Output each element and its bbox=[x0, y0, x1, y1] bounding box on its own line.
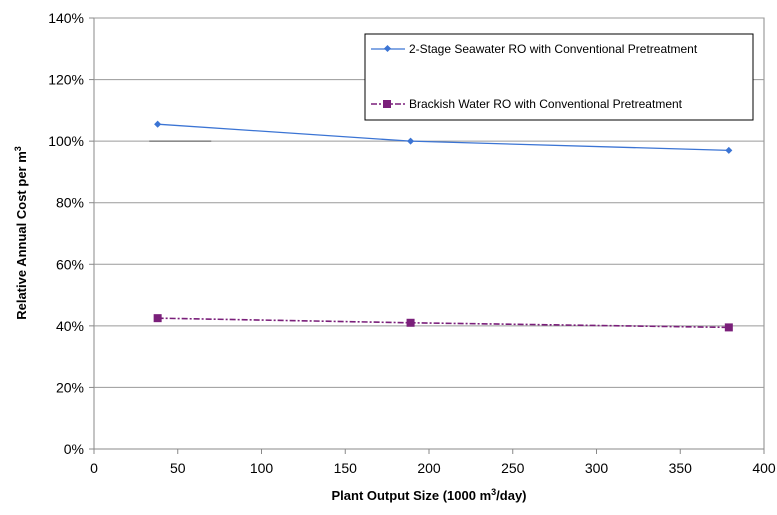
y-tick-label: 140% bbox=[48, 10, 84, 26]
x-tick-label: 250 bbox=[501, 460, 525, 476]
data-point-seawater bbox=[407, 137, 415, 145]
x-axis-title-rest: /day) bbox=[496, 488, 526, 503]
y-axis-title-sup: 3 bbox=[13, 146, 23, 151]
data-point-brackish bbox=[406, 318, 415, 327]
y-tick-label: 0% bbox=[64, 441, 84, 457]
x-axis-title: Plant Output Size (1000 m3/day) bbox=[331, 487, 526, 503]
x-axis-title-sup: 3 bbox=[491, 487, 496, 497]
x-tick-label: 350 bbox=[669, 460, 693, 476]
y-tick-label: 100% bbox=[48, 133, 84, 149]
y-axis-title-main: Relative Annual Cost per m bbox=[14, 151, 29, 320]
x-tick-label: 300 bbox=[585, 460, 609, 476]
x-tick-label: 100 bbox=[250, 460, 274, 476]
x-tick-label: 0 bbox=[90, 460, 98, 476]
y-tick-label: 80% bbox=[56, 195, 84, 211]
y-tick-label: 20% bbox=[56, 379, 84, 395]
y-tick-label: 60% bbox=[56, 256, 84, 272]
x-tick-label: 50 bbox=[170, 460, 186, 476]
legend-label-seawater: 2-Stage Seawater RO with Conventional Pr… bbox=[409, 42, 698, 56]
y-tick-label: 120% bbox=[48, 72, 84, 88]
legend-marker-brackish bbox=[383, 100, 391, 108]
y-tick-label: 40% bbox=[56, 318, 84, 334]
legend-box bbox=[364, 33, 754, 121]
series-layer bbox=[149, 120, 733, 332]
legend-label-brackish: Brackish Water RO with Conventional Pret… bbox=[409, 97, 683, 111]
legend-marker-seawater bbox=[383, 44, 392, 53]
data-point-seawater bbox=[725, 146, 733, 154]
y-axis-title: Relative Annual Cost per m3 bbox=[13, 146, 29, 320]
x-axis-title-main: Plant Output Size (1000 m bbox=[331, 488, 491, 503]
x-tick-label: 200 bbox=[417, 460, 441, 476]
axes: 0% 20% 40% 60% 80% 100% 120% 140% 0 50 100 150 200 25… bbox=[48, 10, 776, 476]
data-point-seawater bbox=[154, 120, 162, 128]
x-tick-label: 150 bbox=[334, 460, 358, 476]
x-tick-label: 400 bbox=[752, 460, 776, 476]
data-point-brackish bbox=[153, 314, 162, 323]
legend: 2-Stage Seawater RO with Conventional Pr… bbox=[364, 33, 754, 121]
data-point-brackish bbox=[724, 323, 733, 332]
